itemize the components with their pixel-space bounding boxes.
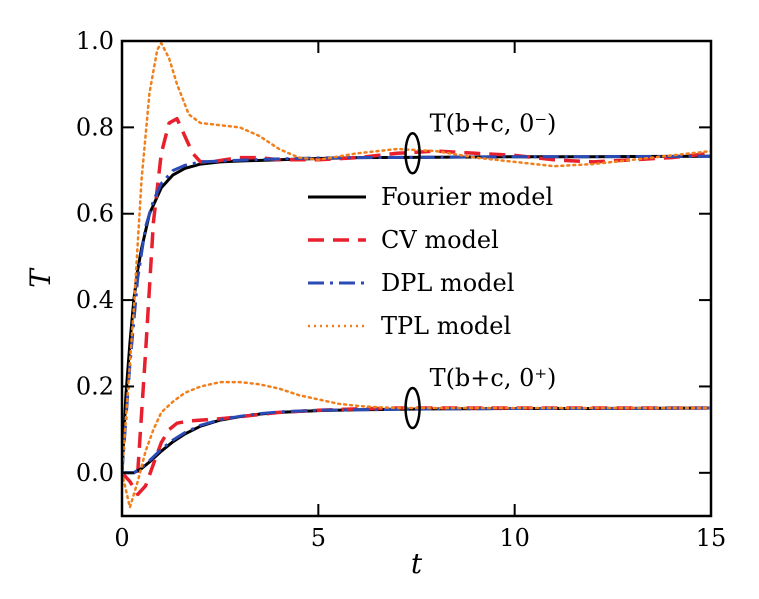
y-tick-label: 0.2 xyxy=(76,372,114,400)
y-tick-label: 0.4 xyxy=(76,286,114,314)
legend-label-tpl: TPL model xyxy=(381,312,511,340)
x-axis-title: t xyxy=(411,547,423,580)
legend-label-fourier: Fourier model xyxy=(381,183,553,211)
legend: Fourier model CV model DPL model TPL mod… xyxy=(308,183,553,340)
y-tick-label: 1.0 xyxy=(76,27,114,55)
annotation-upper-curves: T(b+c, 0⁻) xyxy=(430,109,557,137)
legend-label-dpl: DPL model xyxy=(381,269,514,297)
annotation-ellipse-lower xyxy=(404,386,421,430)
annotation-lower-curves: T(b+c, 0⁺) xyxy=(430,364,557,392)
y-axis-title: T xyxy=(24,267,57,288)
series-line-tpl-lower xyxy=(122,380,711,509)
x-tick-label: 5 xyxy=(311,524,326,552)
annotation-ellipse-upper xyxy=(404,132,421,175)
series-line-fourier-lower xyxy=(122,406,711,475)
x-tick-label: 10 xyxy=(499,524,530,552)
legend-label-cv: CV model xyxy=(381,226,499,254)
series-line-dpl-upper xyxy=(122,154,711,473)
series-line-tpl-upper xyxy=(122,41,711,475)
series-line-dpl-lower xyxy=(122,406,711,475)
y-tick-label: 0.8 xyxy=(76,113,114,141)
x-tick-label: 15 xyxy=(696,524,727,552)
y-tick-label: 0.0 xyxy=(76,459,114,487)
y-tick-label: 0.6 xyxy=(76,200,114,228)
series-line-cv-upper xyxy=(135,116,711,473)
plot-frame xyxy=(120,39,713,518)
x-tick-label: 0 xyxy=(114,524,129,552)
